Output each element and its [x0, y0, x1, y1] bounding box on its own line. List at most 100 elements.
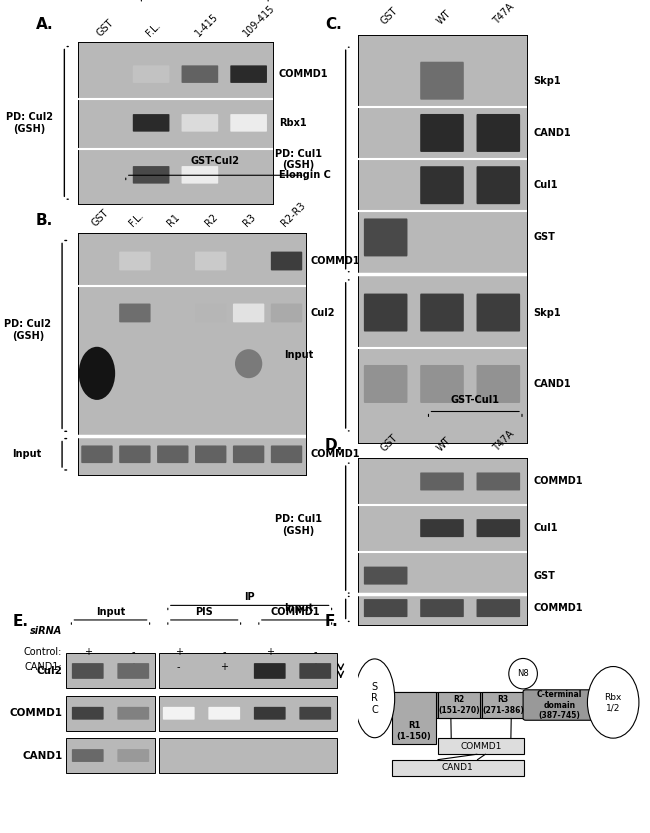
Text: F.L.: F.L. — [128, 211, 146, 228]
FancyBboxPatch shape — [119, 252, 151, 271]
FancyBboxPatch shape — [157, 446, 188, 463]
FancyBboxPatch shape — [271, 303, 302, 322]
Text: C-terminal
domain
(387-745): C-terminal domain (387-745) — [537, 690, 582, 720]
Text: +: + — [311, 661, 319, 671]
FancyBboxPatch shape — [233, 446, 265, 463]
Text: CAND1: CAND1 — [533, 379, 571, 389]
FancyBboxPatch shape — [476, 293, 520, 332]
Text: 1-415: 1-415 — [193, 12, 220, 38]
Text: C.: C. — [325, 17, 342, 32]
FancyBboxPatch shape — [195, 252, 226, 271]
Text: GST: GST — [533, 232, 555, 242]
FancyBboxPatch shape — [392, 760, 524, 776]
Text: F.L.: F.L. — [144, 20, 162, 38]
FancyBboxPatch shape — [420, 472, 464, 491]
Bar — [66, 738, 155, 773]
Text: IP: IP — [244, 592, 255, 602]
Text: F.: F. — [325, 615, 339, 630]
FancyBboxPatch shape — [420, 62, 464, 100]
FancyBboxPatch shape — [364, 599, 408, 617]
FancyBboxPatch shape — [81, 446, 112, 463]
Text: Input: Input — [12, 449, 42, 459]
Text: WT: WT — [435, 9, 453, 27]
Text: Rbx
1/2: Rbx 1/2 — [604, 693, 622, 712]
Text: Elongin C: Elongin C — [279, 170, 331, 180]
FancyBboxPatch shape — [364, 365, 408, 403]
Bar — [159, 696, 337, 731]
FancyBboxPatch shape — [119, 303, 151, 322]
Text: COMMD1: COMMD1 — [310, 449, 359, 459]
Text: -: - — [131, 647, 135, 657]
Text: B.: B. — [36, 213, 53, 228]
Text: Cul2: Cul2 — [310, 308, 335, 318]
Text: PIS: PIS — [196, 607, 213, 617]
Text: R3: R3 — [242, 212, 258, 228]
FancyBboxPatch shape — [254, 707, 285, 720]
Text: S
R
C: S R C — [371, 681, 378, 715]
Text: Cul1: Cul1 — [533, 523, 558, 533]
Text: Cul2: Cul2 — [36, 666, 62, 676]
FancyBboxPatch shape — [118, 749, 149, 762]
Text: GST: GST — [96, 17, 116, 38]
Text: WT: WT — [435, 435, 453, 453]
Text: R1
(1-150): R1 (1-150) — [396, 721, 432, 741]
Text: GST: GST — [378, 6, 400, 27]
FancyBboxPatch shape — [420, 365, 464, 403]
FancyBboxPatch shape — [364, 218, 408, 257]
FancyBboxPatch shape — [119, 446, 151, 463]
Text: T47A: T47A — [491, 2, 516, 27]
FancyBboxPatch shape — [476, 472, 520, 491]
Text: GST-Cul1: GST-Cul1 — [450, 395, 500, 405]
FancyBboxPatch shape — [72, 749, 103, 762]
Bar — [482, 691, 524, 718]
FancyBboxPatch shape — [230, 114, 267, 132]
Text: T47A: T47A — [491, 428, 516, 453]
Text: CAND1: CAND1 — [22, 751, 62, 761]
Text: A.: A. — [36, 17, 53, 32]
FancyBboxPatch shape — [271, 446, 302, 463]
FancyBboxPatch shape — [364, 293, 408, 332]
Text: R2-R3: R2-R3 — [280, 201, 307, 228]
FancyBboxPatch shape — [476, 114, 520, 152]
Text: +: + — [220, 661, 228, 671]
Bar — [392, 691, 436, 744]
FancyBboxPatch shape — [133, 65, 170, 83]
Text: PD: Cul2
(GSH): PD: Cul2 (GSH) — [5, 319, 51, 341]
Text: PD: Cul1
(GSH): PD: Cul1 (GSH) — [275, 514, 322, 536]
FancyBboxPatch shape — [420, 519, 464, 537]
Text: GST: GST — [90, 207, 110, 228]
Ellipse shape — [509, 658, 538, 689]
FancyBboxPatch shape — [364, 566, 408, 585]
FancyBboxPatch shape — [420, 167, 464, 204]
Text: R1: R1 — [166, 212, 182, 228]
FancyBboxPatch shape — [439, 738, 524, 755]
Text: siRNA: siRNA — [30, 626, 62, 636]
Text: COMMD1: COMMD1 — [460, 741, 502, 751]
Bar — [66, 696, 155, 731]
Text: -: - — [313, 647, 317, 657]
Text: COMMD1: COMMD1 — [270, 607, 320, 617]
FancyBboxPatch shape — [181, 166, 218, 183]
FancyBboxPatch shape — [254, 663, 285, 679]
FancyBboxPatch shape — [476, 599, 520, 617]
Text: GST: GST — [533, 571, 555, 581]
FancyBboxPatch shape — [476, 519, 520, 537]
Text: Input: Input — [96, 607, 125, 617]
Text: CAND1: CAND1 — [533, 128, 571, 138]
Bar — [159, 738, 337, 773]
FancyBboxPatch shape — [118, 663, 149, 679]
Ellipse shape — [355, 659, 395, 738]
Text: Rbx1: Rbx1 — [279, 117, 307, 128]
Text: PD: Cul1
(GSH): PD: Cul1 (GSH) — [275, 148, 322, 170]
Text: 109-415: 109-415 — [242, 2, 277, 38]
FancyBboxPatch shape — [133, 114, 170, 132]
FancyBboxPatch shape — [181, 65, 218, 83]
Bar — [66, 653, 155, 688]
Text: GST: GST — [378, 432, 400, 453]
Text: CAND1:: CAND1: — [25, 661, 62, 671]
FancyBboxPatch shape — [230, 65, 267, 83]
Text: R2
(151-270): R2 (151-270) — [438, 696, 480, 715]
FancyBboxPatch shape — [181, 114, 218, 132]
Bar — [439, 691, 480, 718]
FancyBboxPatch shape — [271, 252, 302, 271]
